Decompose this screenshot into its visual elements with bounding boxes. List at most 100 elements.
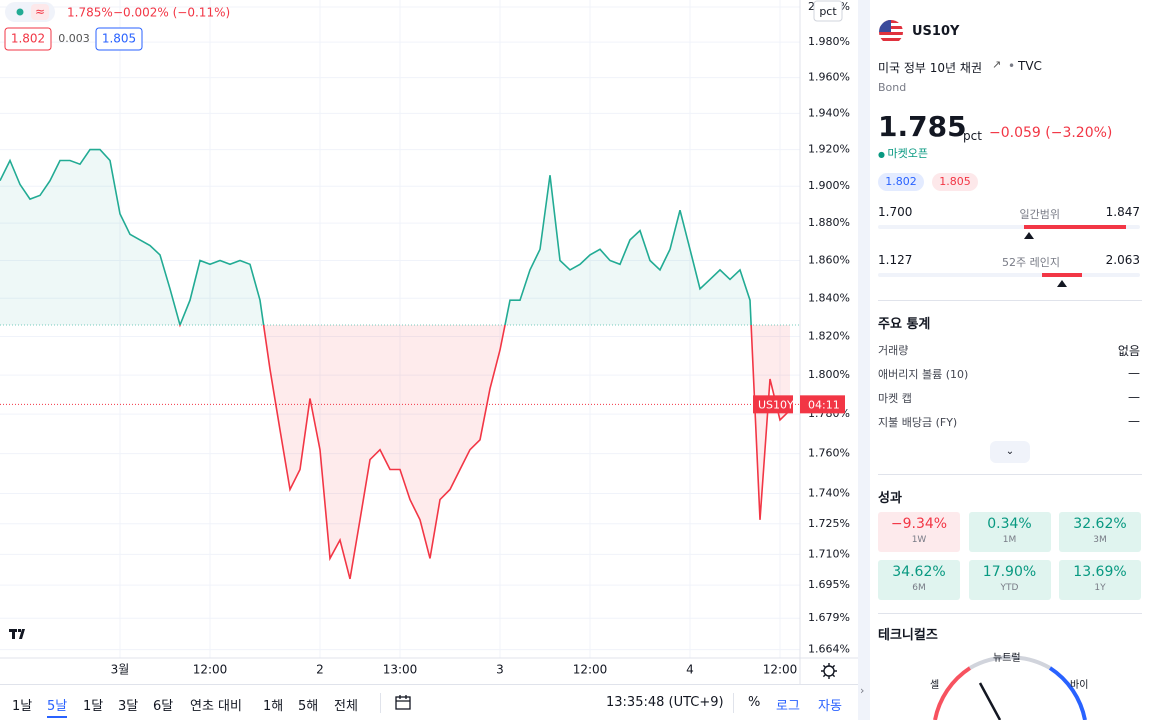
- flag-icon: [879, 20, 903, 44]
- status-dot: [16, 8, 24, 16]
- chart: 2.000%1.980%1.960%1.940%1.920%1.900%1.88…: [0, 0, 858, 684]
- separator: [733, 693, 734, 713]
- performance-value: 17.90%: [982, 564, 1037, 580]
- x-tick-label: 12:00: [763, 663, 798, 677]
- x-tick-label: 13:00: [383, 663, 418, 677]
- series-tag-label: US10Y: [758, 398, 794, 411]
- y-tick-label: 1.900%: [808, 179, 850, 192]
- range-button[interactable]: 5해: [298, 699, 319, 714]
- x-axis: 3월 12:00 2 13:00 3 12:00 4 12:00: [111, 663, 798, 677]
- legend-price: 1.785%: [67, 6, 113, 20]
- stat-label: 마켓 캡: [878, 392, 912, 405]
- y-tick-label: 1.880%: [808, 216, 850, 229]
- performance-value: 0.34%: [987, 516, 1032, 532]
- y-tick-label: 1.800%: [808, 368, 850, 381]
- technicals-gauge: [933, 655, 1087, 720]
- y-tick-label: 1.725%: [808, 517, 850, 530]
- x-tick-label: 4: [686, 663, 694, 677]
- y-tick-label: 1.960%: [808, 71, 850, 84]
- y-tick-label: 1.920%: [808, 143, 850, 156]
- percent-toggle[interactable]: %: [748, 695, 761, 710]
- range-button[interactable]: 1날: [12, 699, 33, 714]
- performance-card: 32.62% 3M: [1059, 512, 1141, 552]
- legend-spread: 0.003: [58, 32, 90, 45]
- range-high: 2.063: [1105, 253, 1140, 267]
- section-title: 주요 통계: [878, 317, 931, 332]
- y-tick-label: 1.840%: [808, 291, 850, 304]
- settings-icon[interactable]: [821, 663, 837, 679]
- collapse-arrow[interactable]: ›: [860, 684, 865, 697]
- performance-value: 13.69%: [1073, 564, 1127, 580]
- x-tick-label: 2: [316, 663, 324, 677]
- ask-pill: 1.805: [932, 173, 978, 191]
- performance-period: YTD: [1000, 583, 1019, 593]
- y-tick-label: 1.760%: [808, 447, 850, 460]
- y-tick-label: 1.740%: [808, 487, 850, 500]
- performance-card: 0.34% 1M: [968, 512, 1051, 552]
- price-tag: [800, 395, 845, 414]
- range-low: 1.127: [878, 253, 913, 267]
- description[interactable]: 미국 정부 10년 채권: [878, 61, 982, 75]
- range-button[interactable]: 5날: [47, 695, 68, 718]
- log-toggle[interactable]: 로그: [776, 699, 800, 714]
- stat-value: —: [1128, 366, 1140, 380]
- performance-period: 1W: [911, 535, 927, 545]
- range-fill: [1042, 273, 1082, 277]
- performance-value: 34.62%: [892, 564, 946, 580]
- exchange[interactable]: TVC: [1018, 59, 1042, 73]
- x-tick-label: 12:00: [193, 663, 228, 677]
- range-button[interactable]: 연초 대비: [190, 699, 242, 714]
- tv-logo: [8, 626, 32, 642]
- performance-card: 17.90% YTD: [968, 560, 1051, 600]
- performance-card: −9.34% 1W: [878, 512, 960, 552]
- price-line-below: [179, 324, 791, 580]
- asset-type: Bond: [878, 81, 907, 94]
- price-change: −0.059 (−3.20%): [989, 125, 1113, 141]
- x-tick-label: 3월: [111, 663, 130, 677]
- range-button[interactable]: 1해: [263, 699, 284, 714]
- price-unit: pct: [963, 129, 982, 143]
- range-marker: [1057, 280, 1068, 287]
- range-marker: [1024, 232, 1035, 239]
- panel-divider[interactable]: ›: [858, 0, 870, 720]
- price-line-above: [0, 148, 752, 325]
- x-tick-label: 12:00: [573, 663, 608, 677]
- unit-button[interactable]: pct: [813, 0, 843, 22]
- range-button[interactable]: 1달: [83, 699, 104, 714]
- performance-period: 1Y: [1094, 583, 1106, 593]
- approx-icon: ≈: [35, 5, 45, 19]
- external-link-icon[interactable]: ↗: [992, 58, 1002, 71]
- market-status: ● 마켓오픈: [878, 147, 929, 160]
- range-high: 1.847: [1105, 205, 1140, 219]
- separator: [878, 300, 1142, 301]
- performance-period: 6M: [912, 583, 926, 593]
- range-button[interactable]: 3달: [118, 699, 139, 714]
- area-below: [0, 324, 790, 579]
- expand-button[interactable]: ⌄: [990, 441, 1030, 463]
- symbol[interactable]: US10Y: [912, 24, 960, 39]
- clock: 13:35:48 (UTC+9): [606, 695, 724, 710]
- gauge-label: 셀: [930, 680, 940, 691]
- calendar-icon[interactable]: [394, 694, 412, 712]
- y-tick-label: 1.679%: [808, 611, 850, 624]
- y-tick-label: 1.860%: [808, 254, 850, 267]
- price: 1.785: [878, 110, 967, 143]
- legend: ≈ 1.785% −0.002% (−0.11%) 1.802 0.003 1.…: [4, 2, 230, 51]
- series-tag: [753, 395, 793, 414]
- grid: [0, 0, 800, 658]
- price-tag-label: 04:11: [808, 398, 840, 411]
- gauge-label: 뉴트럴: [993, 653, 1021, 664]
- unit-label[interactable]: pct: [819, 5, 837, 18]
- auto-toggle[interactable]: 자동: [818, 699, 842, 714]
- toolbar: 1날 5날 1달 3달 6달 연초 대비 1해 5해 전체 13:35:48 (UTC+9) %…: [0, 684, 858, 721]
- range-button[interactable]: 6달: [153, 699, 174, 714]
- range-button[interactable]: 전체: [334, 699, 358, 714]
- stat-value: —: [1128, 390, 1140, 404]
- area-above: [0, 149, 752, 325]
- performance-card: 34.62% 6M: [878, 560, 960, 600]
- market-status-text: 마켓오픈: [887, 147, 929, 160]
- stat-value: 없음: [1117, 344, 1140, 358]
- symbol-panel: US10Y 미국 정부 10년 채권 ↗ • TVC Bond 1.785 pc…: [870, 0, 1150, 720]
- legend-bid: 1.802: [11, 32, 45, 46]
